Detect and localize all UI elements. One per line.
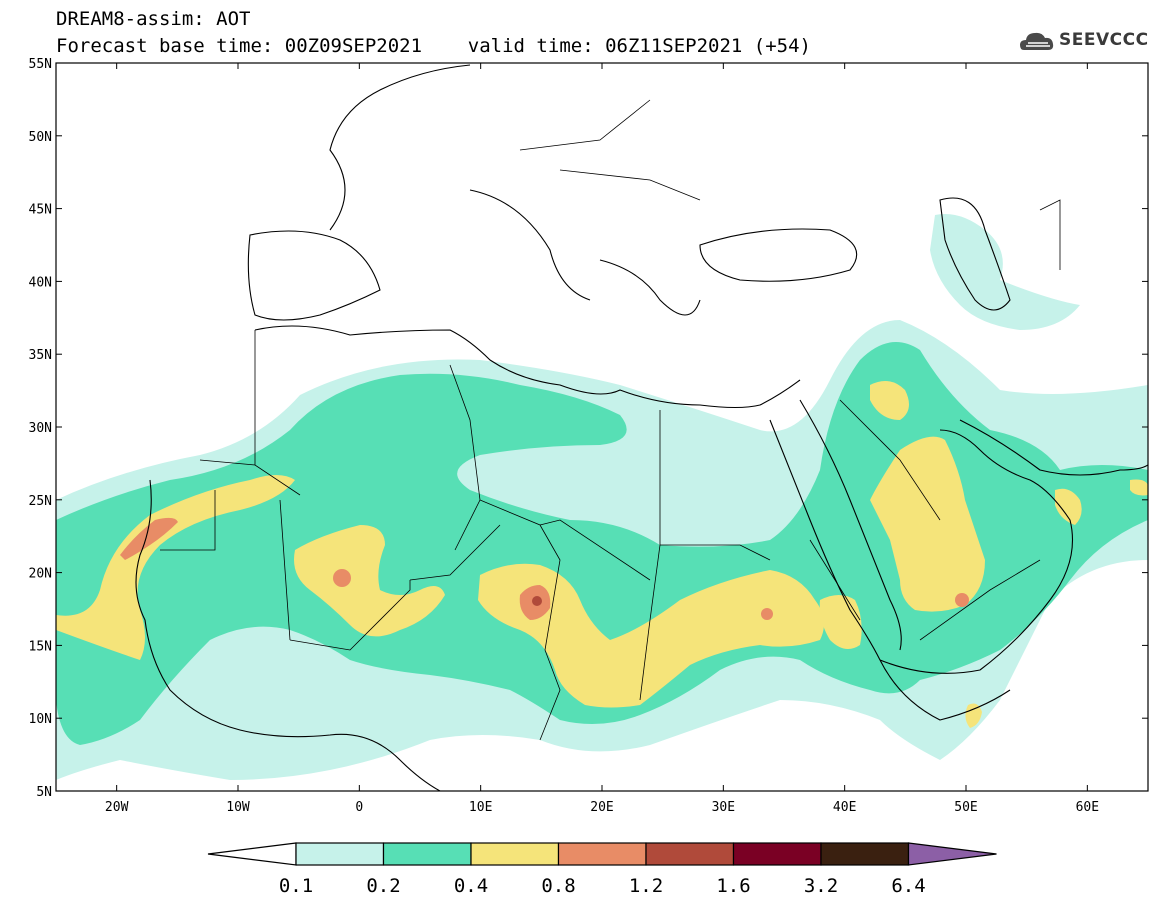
lat-label: 15N [29,639,52,654]
colorbar-label: 0.4 [454,875,488,897]
colorbar-low-arrow [207,842,297,866]
colorbar-swatch [732,842,822,866]
lat-label: 5N [36,785,52,800]
colorbar-swatch [295,842,385,866]
lat-label: 25N [29,494,52,509]
coastline-iberia [247,230,381,321]
coastline-iran [959,419,1148,476]
coastline-north-africa [254,325,801,409]
colorbar-swatch [820,842,910,866]
lon-label: 40E [833,800,856,815]
lat-label: 50N [29,130,52,145]
aot-band-peak-niger [333,569,351,587]
aerosol-field [56,214,1148,780]
colorbar-swatch [645,842,735,866]
latitude-labels: 55N 50N 45N 40N 35N 30N 25N 20N 15N 10N 5N [29,57,52,800]
lon-label: 20W [105,800,129,815]
aot-band-peak-sudan [761,608,773,620]
lon-label: 10W [226,800,250,815]
aot-band-low-caspian [930,214,1080,330]
lat-label: 45N [29,203,52,218]
lon-label: 0 [355,800,363,815]
colorbar-label: 6.4 [891,875,925,897]
colorbar-label: 3.2 [804,875,838,897]
lon-label: 50E [954,800,977,815]
lat-label: 40N [29,275,52,290]
aot-band-high-sahel [294,525,445,637]
coastline-black-sea [699,228,858,282]
lon-label: 60E [1076,800,1099,815]
aot-band-mid [56,342,1148,745]
colorbar-label: 1.6 [716,875,750,897]
aot-band-peak-core [532,596,542,606]
colorbar-swatch [557,842,647,866]
colorbar-label: 0.2 [366,875,400,897]
lon-label: 20E [590,800,613,815]
border-lines [160,99,1061,741]
coastline-caspian [939,197,1011,311]
axis-ticks [56,62,1148,792]
colorbar-high-arrow [907,842,997,866]
lat-label: 35N [29,348,52,363]
seevccc-logo: SEEVCCC [1059,30,1149,50]
lat-label: 55N [29,57,52,72]
coastline-horn [879,659,1011,721]
aot-band-high-arabia [870,381,985,612]
coastline-red-sea [769,399,902,661]
aot-band-high-central [478,563,824,708]
aot-band-peak-west [120,517,178,560]
colorbar-label: 0.1 [279,875,313,897]
lon-label: 30E [712,800,735,815]
coastline-arabia [879,429,1073,674]
longitude-labels: 20W 10W 0 10E 20E 30E 40E 50E 60E [105,800,1099,815]
coastline-west-africa [135,479,441,791]
colorbar-labels: 0.1 0.2 0.4 0.8 1.2 1.6 3.2 6.4 [279,875,926,897]
aot-band-peak-arabia [955,593,969,607]
colorbar-label: 1.2 [629,875,663,897]
coastline-europe [329,64,701,316]
colorbar-label: 0.8 [541,875,575,897]
forecast-time-info: Forecast base time: 00Z09SEP2021 valid t… [56,35,811,57]
coastlines [135,64,1148,791]
lat-label: 20N [29,567,52,582]
lat-label: 10N [29,712,52,727]
map-title: DREAM8-assim: AOT [56,8,251,30]
lat-label: 30N [29,421,52,436]
colorbar-swatch [382,842,472,866]
colorbar-swatch [470,842,560,866]
aot-band-high-west [56,475,295,660]
colorbar [207,842,997,866]
lon-label: 10E [469,800,492,815]
aot-band-high-redsea [819,595,862,649]
cloud-icon [1020,32,1054,50]
borders [160,99,1061,741]
